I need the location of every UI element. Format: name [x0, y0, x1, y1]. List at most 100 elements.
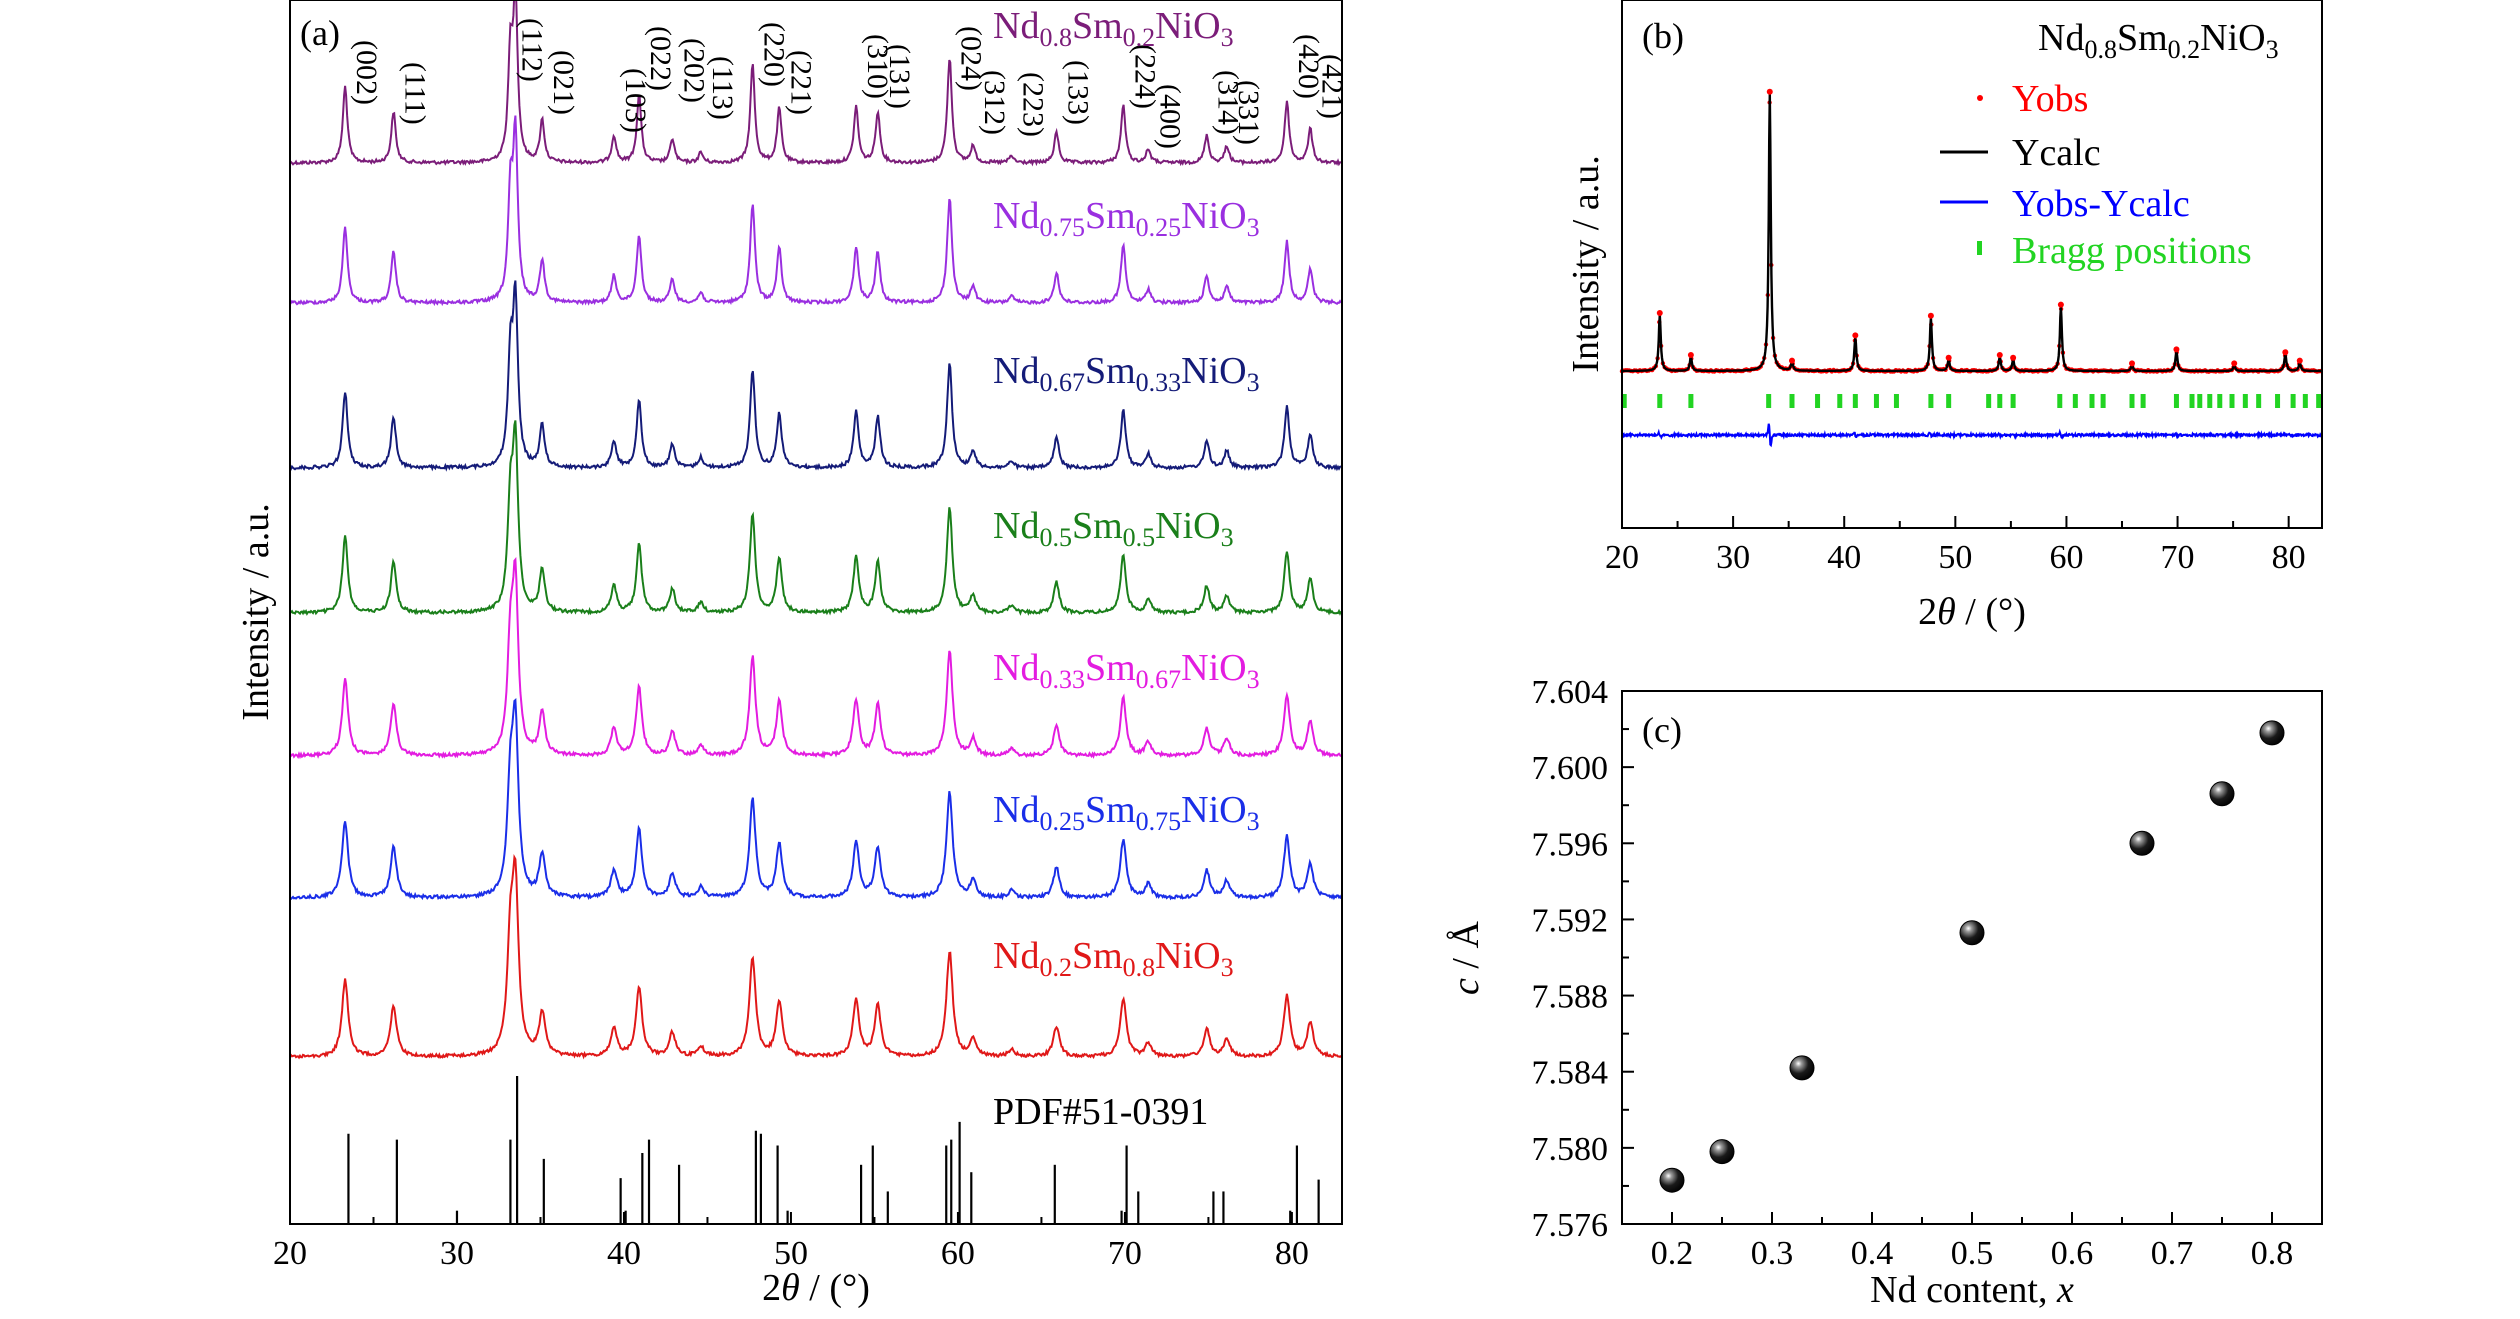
c-points	[1659, 720, 2285, 1193]
b-legend-bragg: Bragg positions	[2012, 230, 2252, 272]
b-plot-frame	[1621, 0, 2323, 529]
b-bragg-tick	[1946, 394, 1952, 408]
b-bragg-tick	[2129, 394, 2135, 408]
a-reference-label: PDF#51-0391	[993, 1091, 1208, 1133]
b-bragg-tick	[2275, 394, 2281, 408]
a-hkl-label: (314)	[1212, 70, 1245, 135]
a-reference-lines: PDF#51-0391	[347, 1076, 1320, 1224]
b-legend-bragg-marker	[1977, 241, 1982, 255]
a-x-ticks: 20 30 40 50 60 70 80	[273, 1212, 1309, 1272]
b-yobs-peak	[2057, 301, 2064, 308]
b-yobs-peak	[2296, 357, 2303, 364]
b-x-axis-label: 2θ / (°)	[1918, 591, 2026, 633]
c-y-axis-label: c / Å	[1445, 921, 1487, 995]
b-bragg-tick	[2189, 394, 2195, 408]
b-bragg-tick	[1621, 394, 1627, 408]
a-hkl-label: (131)	[883, 44, 916, 109]
b-ycalc-line	[1622, 93, 2322, 373]
b-yobs-peak	[2231, 360, 2238, 367]
a-hkl-label: (312)	[978, 70, 1011, 135]
b-legend-yobs: Yobs	[2012, 78, 2088, 120]
c-y-tick-label: 7.596	[1532, 826, 1609, 863]
b-legend: Yobs Ycalc Yobs-Ycalc Bragg positions	[1940, 78, 2252, 272]
a-series-trace	[289, 420, 1342, 617]
b-yobs-peak	[1852, 332, 1859, 339]
a-series-trace	[289, 556, 1342, 760]
c-data-point	[2129, 830, 2155, 856]
a-hkl-label: (022)	[644, 26, 677, 91]
a-series-trace	[289, 854, 1342, 1060]
a-x-tick-label: 20	[273, 1235, 307, 1272]
a-series-trace	[289, 0, 1342, 167]
c-x-axis-label: Nd content, x	[1870, 1269, 2074, 1311]
b-yobs-peak	[1789, 357, 1795, 364]
b-yobs-peak	[1945, 354, 1952, 361]
a-series-group	[289, 0, 1342, 1060]
a-hkl-label: (024)	[955, 26, 988, 91]
a-hkl-label: (113)	[706, 56, 739, 120]
a-series-label: Nd0.8Sm0.2NiO3	[993, 5, 1234, 52]
c-y-tick-label: 7.580	[1532, 1131, 1609, 1168]
a-hkl-label: (103)	[619, 68, 652, 133]
b-bragg-tick	[2217, 394, 2223, 408]
b-bragg-tick	[1997, 394, 2003, 408]
b-bragg-tick	[1893, 394, 1899, 408]
b-yobs-peak	[2282, 349, 2289, 356]
b-x-tick-label: 70	[2161, 539, 2195, 576]
a-hkl-label: (133)	[1061, 60, 1094, 125]
a-hkl-label: (223)	[1016, 72, 1049, 137]
b-bragg-tick	[2316, 394, 2322, 408]
b-x-tick-label: 60	[2049, 539, 2083, 576]
c-data-point	[1709, 1139, 1735, 1165]
b-bragg-tick	[1688, 394, 1694, 408]
b-bragg-tick	[1928, 394, 1934, 408]
a-series-label: Nd0.5Sm0.5NiO3	[993, 505, 1234, 552]
b-x-tick-label: 80	[2272, 539, 2306, 576]
b-yobs-peak	[1656, 310, 1663, 316]
b-yobs-peak	[2129, 360, 2135, 367]
a-y-axis-label: Intensity / a.u.	[235, 503, 277, 720]
b-title: Nd0.8Sm0.2NiO3	[2038, 17, 2279, 64]
a-x-tick-label: 80	[1275, 1235, 1309, 1272]
a-series-trace	[289, 697, 1342, 901]
b-yobs-peak	[1996, 352, 2003, 358]
b-plot-group	[1619, 88, 2323, 448]
a-series-trace	[289, 280, 1342, 472]
b-bragg-tick	[2207, 394, 2213, 408]
b-bragg-tick	[2173, 394, 2179, 408]
b-bragg-tick	[1789, 394, 1795, 408]
c-data-point	[1659, 1167, 1685, 1193]
b-yobs-peak	[1927, 312, 1934, 319]
b-bragg-tick	[2290, 394, 2296, 408]
c-ticks: 0.2 0.3 0.4 0.5 0.6 0.7 0.8 7.576 7.580 7.584 7.58…	[1532, 674, 2323, 1272]
c-y-tick-label: 7.592	[1532, 902, 1609, 939]
b-x-ticks: 20 30 40 50 60 70 80	[1605, 516, 2306, 576]
a-x-tick-label: 50	[774, 1235, 808, 1272]
c-x-tick-label: 0.2	[1651, 1235, 1694, 1272]
b-bragg-tick	[2089, 394, 2095, 408]
panel-c: 0.2 0.3 0.4 0.5 0.6 0.7 0.8 7.576 7.580 7.584 7.58…	[1445, 674, 2323, 1311]
c-x-tick-label: 0.6	[2051, 1235, 2094, 1272]
a-x-tick-label: 40	[607, 1235, 641, 1272]
b-legend-ycalc: Ycalc	[2012, 132, 2101, 174]
a-series-trace	[289, 115, 1342, 307]
b-bragg-tick	[2229, 394, 2235, 408]
c-x-tick-label: 0.7	[2151, 1235, 2194, 1272]
b-bragg-tick	[2100, 394, 2106, 408]
a-hkl-label: (002)	[350, 40, 383, 105]
a-x-tick-label: 30	[440, 1235, 474, 1272]
b-bragg-tick	[2242, 394, 2248, 408]
a-series-label: Nd0.75Sm0.25NiO3	[993, 195, 1260, 242]
b-bragg-tick	[1657, 394, 1663, 408]
b-x-tick-label: 50	[1938, 539, 1972, 576]
panel-b: 20 30 40 50 60 70 80 (b) Nd0.8Sm0.2NiO3 Yobs Y…	[1565, 0, 2323, 633]
b-legend-diff: Yobs-Ycalc	[2012, 183, 2190, 225]
a-hkl-label: (331)	[1232, 80, 1265, 145]
a-series-label: Nd0.2Sm0.8NiO3	[993, 935, 1234, 982]
a-panel-label: (a)	[300, 13, 340, 53]
b-yobs-peak	[2010, 354, 2017, 361]
a-hkl-label: (420)	[1292, 34, 1325, 99]
c-y-tick-label: 7.588	[1532, 979, 1609, 1016]
b-bragg-tick	[2256, 394, 2262, 408]
